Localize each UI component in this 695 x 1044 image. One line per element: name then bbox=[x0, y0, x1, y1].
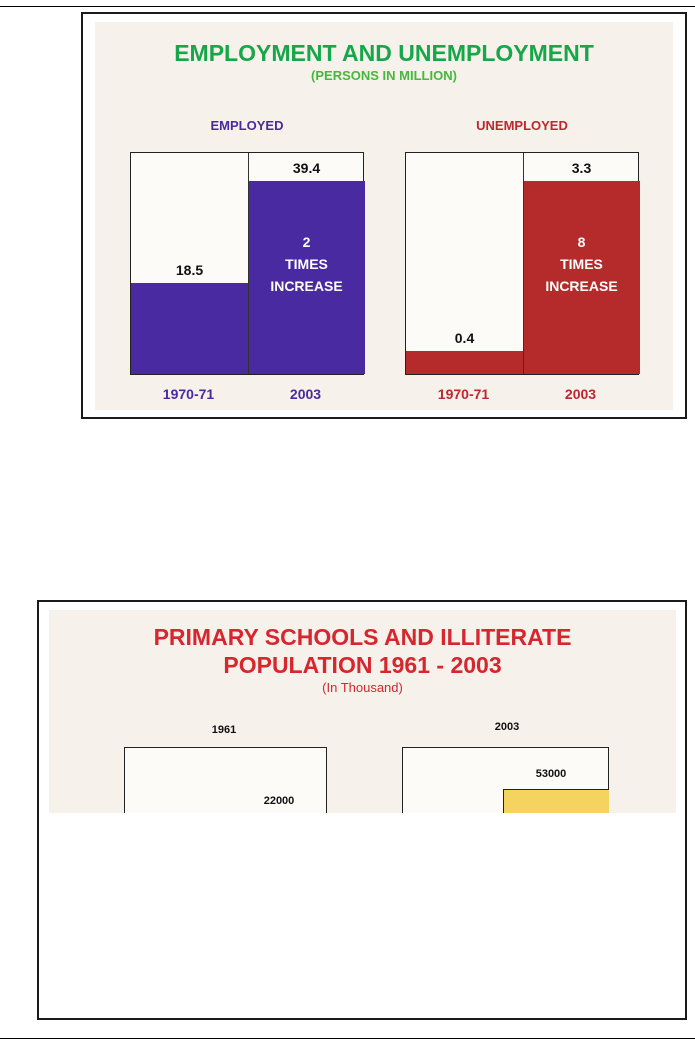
bottom-rule bbox=[0, 1038, 695, 1039]
unemployed-group-label: UNEMPLOYED bbox=[476, 118, 568, 133]
top-rule bbox=[0, 6, 695, 7]
unemployed-increase-annotation: 8 TIMES INCREASE bbox=[523, 231, 640, 297]
schools-group-label-1961: 1961 bbox=[211, 724, 237, 736]
unemployed-bar-1970-71 bbox=[406, 351, 523, 374]
schools-value-22000: 22000 bbox=[263, 795, 295, 807]
unemployed-bar-2003 bbox=[523, 181, 640, 374]
schools-group-label-2003: 2003 bbox=[494, 721, 520, 733]
unemployed-value-1970-71: 0.4 bbox=[454, 330, 475, 346]
unemployed-value-2003: 3.3 bbox=[571, 160, 592, 176]
employed-increase-line-1: 2 bbox=[302, 234, 311, 250]
employment-chart-frame: EMPLOYMENT AND UNEMPLOYMENT (PERSONS IN … bbox=[81, 12, 687, 419]
unemployed-divider bbox=[523, 153, 524, 374]
employed-bar-1970-71 bbox=[131, 283, 248, 374]
employed-bar-2003 bbox=[248, 181, 365, 374]
employed-value-2003: 39.4 bbox=[292, 160, 321, 176]
employed-increase-line-3: INCREASE bbox=[270, 278, 343, 294]
schools-chart-title-line-2: POPULATION 1961 - 2003 bbox=[223, 652, 502, 678]
schools-chart-panel: PRIMARY SCHOOLS AND ILLITERATE POPULATIO… bbox=[49, 610, 676, 813]
unemployed-bar-box: 0.4 3.3 8 TIMES INCREASE bbox=[405, 152, 640, 375]
employed-increase-line-2: TIMES bbox=[285, 256, 328, 272]
unemployed-increase-line-3: INCREASE bbox=[545, 278, 618, 294]
schools-value-53000: 53000 bbox=[535, 768, 567, 780]
employed-value-1970-71: 18.5 bbox=[175, 262, 204, 278]
unemployed-xtick-2003: 2003 bbox=[564, 386, 597, 402]
employed-increase-annotation: 2 TIMES INCREASE bbox=[248, 231, 365, 297]
unemployed-increase-line-2: TIMES bbox=[560, 256, 603, 272]
unemployed-xtick-1970-71: 1970-71 bbox=[437, 386, 490, 402]
employed-xtick-2003: 2003 bbox=[289, 386, 322, 402]
schools-bar-2003 bbox=[503, 789, 609, 813]
employment-chart-subtitle: (PERSONS IN MILLION) bbox=[311, 68, 457, 83]
schools-chart-title-line-1: PRIMARY SCHOOLS AND ILLITERATE bbox=[153, 624, 572, 650]
employed-bar-box: 18.5 39.4 2 TIMES INCREASE bbox=[130, 152, 365, 375]
employment-chart-title: EMPLOYMENT AND UNEMPLOYMENT bbox=[174, 40, 594, 66]
employed-divider bbox=[248, 153, 249, 374]
unemployed-increase-line-1: 8 bbox=[577, 234, 586, 250]
employment-chart-panel: EMPLOYMENT AND UNEMPLOYMENT (PERSONS IN … bbox=[95, 22, 673, 410]
schools-chart-frame: PRIMARY SCHOOLS AND ILLITERATE POPULATIO… bbox=[37, 600, 687, 1020]
schools-bar-box-1961 bbox=[124, 747, 327, 813]
employed-xtick-1970-71: 1970-71 bbox=[162, 386, 215, 402]
schools-chart-subtitle: (In Thousand) bbox=[322, 680, 403, 695]
employed-group-label: EMPLOYED bbox=[210, 118, 284, 133]
